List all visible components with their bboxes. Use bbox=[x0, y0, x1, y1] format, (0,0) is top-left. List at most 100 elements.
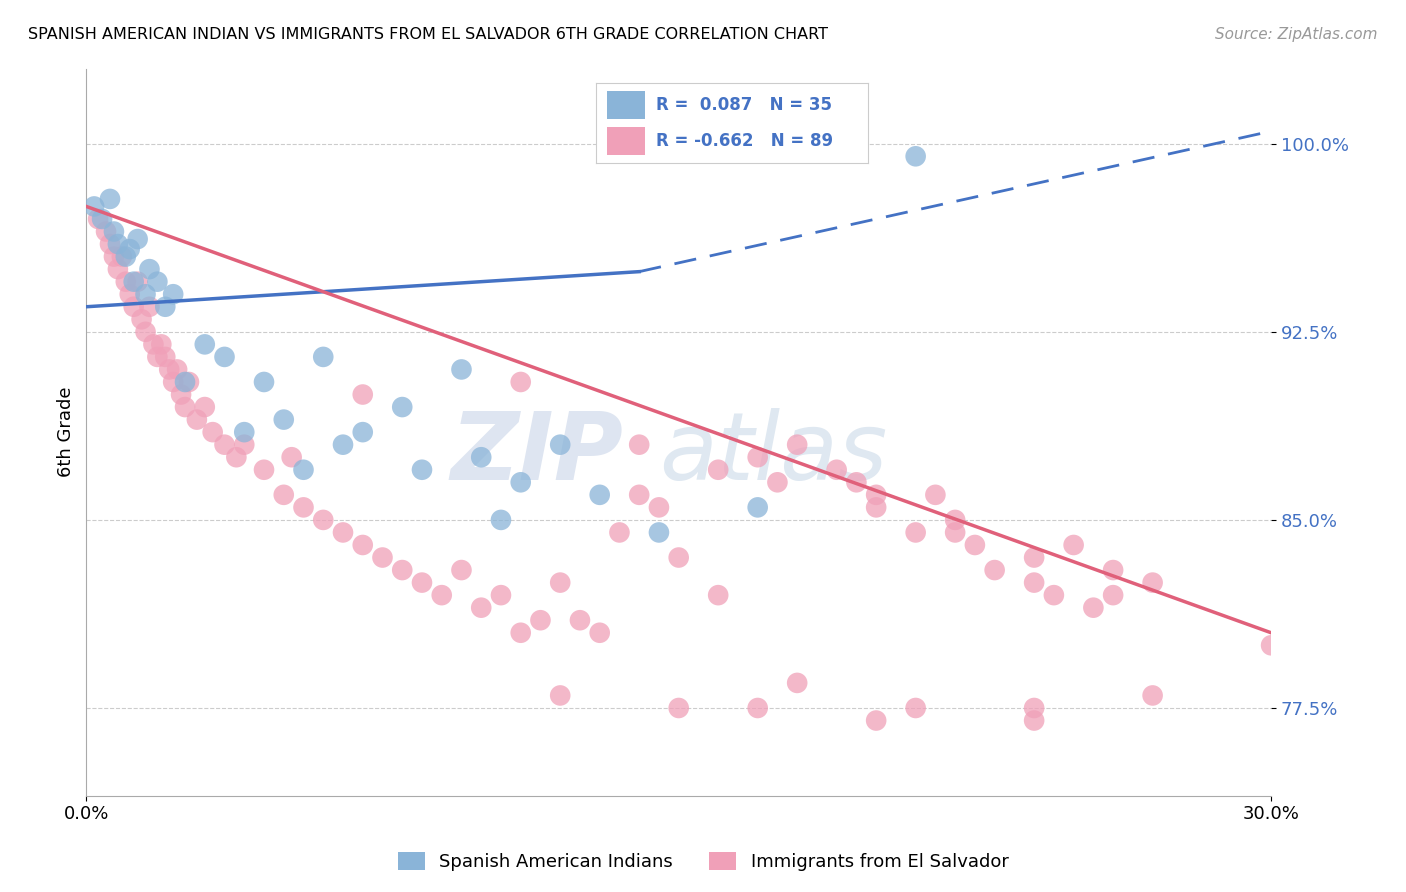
Point bbox=[122, 275, 145, 289]
Point bbox=[470, 450, 492, 465]
Point bbox=[162, 375, 184, 389]
Point bbox=[1102, 588, 1125, 602]
Point bbox=[1024, 550, 1046, 565]
Point bbox=[87, 211, 110, 226]
Point bbox=[1043, 588, 1066, 602]
Point bbox=[166, 362, 188, 376]
Point bbox=[157, 362, 180, 376]
Point bbox=[589, 488, 612, 502]
Point bbox=[127, 275, 149, 289]
Point bbox=[904, 149, 927, 163]
Point bbox=[766, 475, 789, 490]
Point bbox=[668, 550, 690, 565]
Point bbox=[648, 500, 671, 515]
Point bbox=[411, 463, 433, 477]
Point bbox=[411, 575, 433, 590]
Point bbox=[489, 588, 512, 602]
Point bbox=[904, 701, 927, 715]
Point bbox=[107, 237, 129, 252]
Point bbox=[943, 525, 966, 540]
Point bbox=[201, 425, 224, 439]
Point bbox=[146, 350, 169, 364]
Text: atlas: atlas bbox=[659, 409, 887, 500]
Point bbox=[127, 232, 149, 246]
Point bbox=[150, 337, 173, 351]
Text: ZIP: ZIP bbox=[450, 408, 623, 500]
Point bbox=[103, 225, 125, 239]
Point bbox=[548, 575, 571, 590]
Y-axis label: 6th Grade: 6th Grade bbox=[58, 387, 75, 477]
Point bbox=[1142, 575, 1164, 590]
Point bbox=[707, 463, 730, 477]
Point bbox=[1024, 575, 1046, 590]
Point bbox=[83, 199, 105, 213]
Point bbox=[138, 262, 160, 277]
Point bbox=[865, 500, 887, 515]
Point bbox=[1142, 689, 1164, 703]
Point bbox=[118, 242, 141, 256]
Point bbox=[312, 350, 335, 364]
Point bbox=[352, 387, 374, 401]
Point bbox=[430, 588, 453, 602]
Point bbox=[1102, 563, 1125, 577]
Point bbox=[186, 412, 208, 426]
Point bbox=[983, 563, 1005, 577]
Point bbox=[91, 211, 114, 226]
Point bbox=[155, 350, 177, 364]
Point bbox=[509, 475, 531, 490]
Point bbox=[273, 412, 295, 426]
Point bbox=[1024, 701, 1046, 715]
Point bbox=[225, 450, 247, 465]
Point bbox=[214, 438, 236, 452]
Point bbox=[609, 525, 631, 540]
Point bbox=[135, 325, 157, 339]
Point bbox=[489, 513, 512, 527]
Point bbox=[589, 625, 612, 640]
Point bbox=[292, 463, 315, 477]
Point bbox=[943, 513, 966, 527]
Point bbox=[747, 701, 769, 715]
Point bbox=[1083, 600, 1105, 615]
Point bbox=[332, 438, 354, 452]
Point bbox=[194, 400, 217, 414]
Point bbox=[668, 701, 690, 715]
Point bbox=[825, 463, 848, 477]
Point bbox=[174, 375, 197, 389]
Point bbox=[114, 250, 136, 264]
Point bbox=[509, 625, 531, 640]
Point bbox=[865, 714, 887, 728]
Point bbox=[904, 525, 927, 540]
Point bbox=[529, 613, 551, 627]
Point bbox=[1024, 714, 1046, 728]
Point bbox=[162, 287, 184, 301]
Text: Source: ZipAtlas.com: Source: ZipAtlas.com bbox=[1215, 27, 1378, 42]
Point bbox=[138, 300, 160, 314]
Point bbox=[233, 425, 256, 439]
Point bbox=[924, 488, 946, 502]
Text: SPANISH AMERICAN INDIAN VS IMMIGRANTS FROM EL SALVADOR 6TH GRADE CORRELATION CHA: SPANISH AMERICAN INDIAN VS IMMIGRANTS FR… bbox=[28, 27, 828, 42]
Point bbox=[845, 475, 868, 490]
Point bbox=[450, 563, 472, 577]
Point bbox=[122, 300, 145, 314]
Point bbox=[352, 538, 374, 552]
Point bbox=[786, 438, 808, 452]
Point bbox=[233, 438, 256, 452]
Point bbox=[628, 438, 651, 452]
Point bbox=[253, 375, 276, 389]
Point bbox=[98, 237, 121, 252]
Point bbox=[312, 513, 335, 527]
Point bbox=[177, 375, 200, 389]
Point bbox=[214, 350, 236, 364]
Point bbox=[142, 337, 165, 351]
Point bbox=[963, 538, 986, 552]
Point bbox=[391, 563, 413, 577]
Legend: Spanish American Indians, Immigrants from El Salvador: Spanish American Indians, Immigrants fro… bbox=[391, 845, 1015, 879]
Point bbox=[707, 588, 730, 602]
Point bbox=[146, 275, 169, 289]
Point bbox=[131, 312, 153, 326]
Point bbox=[371, 550, 394, 565]
Point bbox=[280, 450, 302, 465]
Point bbox=[118, 287, 141, 301]
Point bbox=[194, 337, 217, 351]
Point bbox=[747, 450, 769, 465]
